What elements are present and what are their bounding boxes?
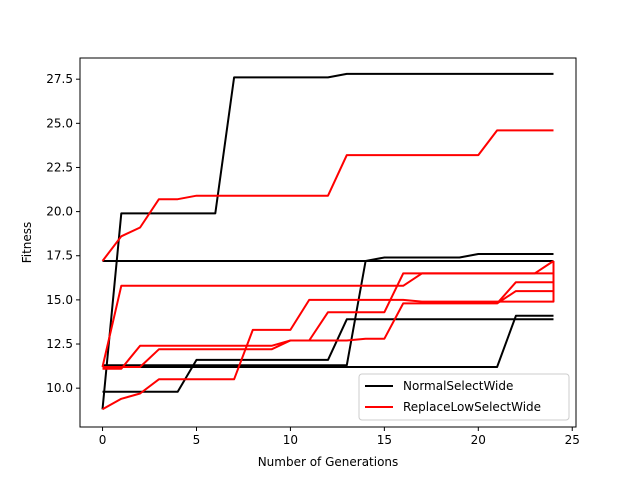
y-tick-label: 20.0 <box>46 205 73 219</box>
x-tick-label: 10 <box>283 433 298 447</box>
y-tick-label: 12.5 <box>46 337 73 351</box>
x-tick-label: 5 <box>193 433 201 447</box>
y-tick-label: 15.0 <box>46 293 73 307</box>
x-axis: 0 5 10 15 20 25 <box>99 427 580 447</box>
series-layer <box>101 72 555 411</box>
legend-label: ReplaceLowSelectWide <box>403 400 541 414</box>
x-tick-label: 0 <box>99 433 107 447</box>
y-tick-label: 17.5 <box>46 249 73 263</box>
y-tick-label: 22.5 <box>46 160 73 174</box>
y-axis: 10.0 12.5 15.0 17.5 20.0 22.5 25.0 27.5 <box>46 72 80 395</box>
x-tick-label: 25 <box>565 433 580 447</box>
legend-box <box>358 373 570 421</box>
series-line-6 <box>101 129 554 262</box>
series-line-11 <box>496 281 554 305</box>
legend-label: NormalSelectWide <box>403 379 513 393</box>
x-axis-label: Number of Generations <box>258 455 399 469</box>
plot-frame <box>79 57 577 428</box>
y-tick-label: 10.0 <box>46 381 73 395</box>
y-axis-label: Fitness <box>20 222 34 264</box>
series-line-4 <box>102 318 554 393</box>
x-tick-label: 15 <box>377 433 392 447</box>
series-line-1 <box>101 72 554 410</box>
x-tick-label: 20 <box>471 433 486 447</box>
y-tick-label: 27.5 <box>46 72 73 86</box>
legend: NormalSelectWide ReplaceLowSelectWide <box>358 373 570 421</box>
series-line-8 <box>102 261 555 411</box>
series-line-5 <box>102 314 554 368</box>
series-line-2 <box>102 253 554 262</box>
y-tick-label: 25.0 <box>46 116 73 130</box>
